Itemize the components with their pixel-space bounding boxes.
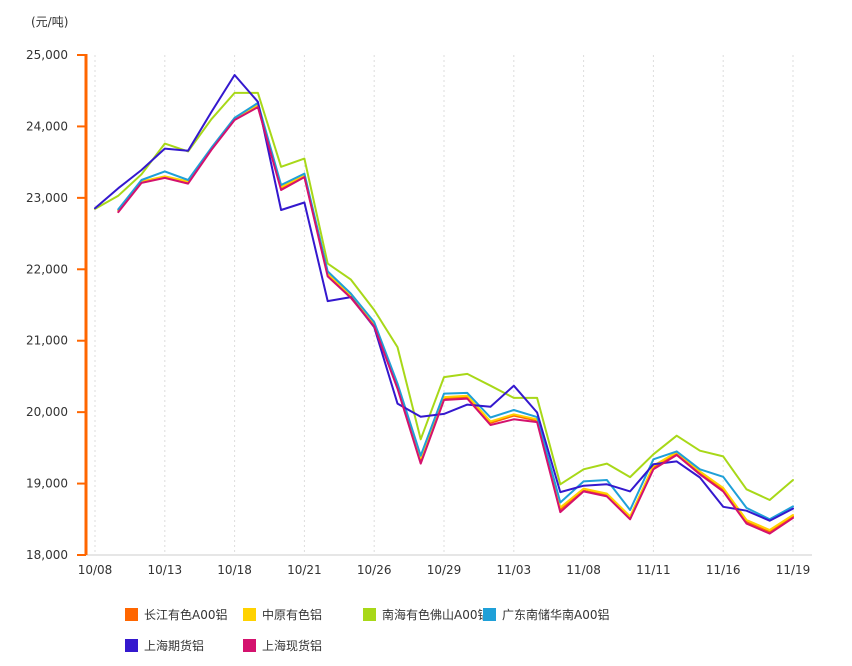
y-axis-label: 21,000 [26, 334, 68, 348]
x-axis-label: 10/18 [217, 563, 252, 577]
legend-swatch-icon [243, 608, 256, 621]
legend-label: 广东南储华南A00铝 [502, 608, 610, 622]
x-axis-label: 11/03 [497, 563, 532, 577]
x-axis-label: 10/29 [427, 563, 462, 577]
x-axis-label: 11/11 [636, 563, 671, 577]
legend-item-南海有色佛山A00铝[interactable]: 南海有色佛山A00铝 [363, 606, 489, 623]
y-axis-label: 20,000 [26, 405, 68, 419]
legend-swatch-icon [363, 608, 376, 621]
x-axis-label: 10/21 [287, 563, 322, 577]
legend-item-上海现货铝[interactable]: 上海现货铝 [243, 637, 322, 654]
x-axis-label: 10/26 [357, 563, 392, 577]
series-line-广东南储华南A00铝 [117, 101, 794, 521]
legend-swatch-icon [125, 639, 138, 652]
series-line-上海现货铝 [117, 106, 794, 535]
y-axis-label: 25,000 [26, 48, 68, 62]
legend-item-中原有色铝[interactable]: 中原有色铝 [243, 606, 322, 623]
legend-label: 中原有色铝 [262, 608, 323, 622]
series-line-上海期货铝 [94, 74, 794, 522]
y-axis-label: 24,000 [26, 119, 68, 133]
x-axis-label: 11/16 [706, 563, 741, 577]
legend-swatch-icon [125, 608, 138, 621]
legend-label: 长江有色A00铝 [144, 608, 228, 622]
legend-label: 南海有色佛山A00铝 [382, 608, 490, 622]
legend-label: 上海现货铝 [262, 639, 323, 653]
y-axis-label: 19,000 [26, 477, 68, 491]
legend-item-上海期货铝[interactable]: 上海期货铝 [125, 637, 204, 654]
series-line-南海有色佛山A00铝 [94, 91, 794, 501]
x-axis-label: 10/08 [78, 563, 113, 577]
y-axis-label: 23,000 [26, 191, 68, 205]
legend-item-广东南储华南A00铝[interactable]: 广东南储华南A00铝 [483, 606, 609, 623]
x-axis-label: 11/08 [566, 563, 601, 577]
x-axis-label: 10/13 [148, 563, 183, 577]
y-axis-label: 18,000 [26, 548, 68, 562]
y-axis-unit-label: (元/吨) [31, 15, 69, 29]
legend-label: 上海期货铝 [144, 639, 205, 653]
legend-item-长江有色A00铝[interactable]: 长江有色A00铝 [125, 606, 227, 623]
x-axis-label: 11/19 [776, 563, 811, 577]
y-axis-label: 22,000 [26, 262, 68, 276]
legend-swatch-icon [243, 639, 256, 652]
legend-swatch-icon [483, 608, 496, 621]
